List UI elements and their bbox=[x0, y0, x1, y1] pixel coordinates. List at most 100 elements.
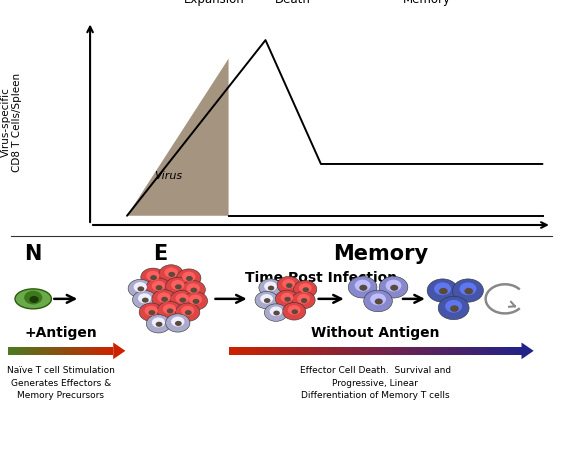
Bar bbox=[513, 347, 516, 355]
Bar bbox=[319, 347, 321, 355]
Bar bbox=[420, 347, 422, 355]
Circle shape bbox=[29, 296, 39, 304]
Bar bbox=[492, 347, 494, 355]
Text: Naïve T cell Stimulation
Generates Effectors &
Memory Precursors: Naïve T cell Stimulation Generates Effec… bbox=[7, 366, 115, 400]
Circle shape bbox=[182, 272, 195, 282]
Circle shape bbox=[364, 290, 392, 312]
Circle shape bbox=[24, 291, 42, 305]
Bar bbox=[369, 347, 372, 355]
Bar bbox=[350, 347, 352, 355]
Bar bbox=[111, 347, 112, 355]
Bar bbox=[473, 347, 475, 355]
Bar bbox=[293, 347, 296, 355]
Bar bbox=[315, 347, 317, 355]
Bar bbox=[50, 347, 51, 355]
Bar bbox=[69, 347, 70, 355]
Bar bbox=[15, 347, 16, 355]
Bar bbox=[346, 347, 348, 355]
Circle shape bbox=[268, 286, 274, 291]
Bar bbox=[406, 347, 409, 355]
Bar bbox=[297, 347, 300, 355]
Bar bbox=[266, 347, 268, 355]
Circle shape bbox=[175, 321, 182, 326]
Bar bbox=[385, 347, 387, 355]
Circle shape bbox=[181, 306, 194, 316]
Circle shape bbox=[438, 297, 469, 320]
Bar bbox=[301, 347, 303, 355]
Bar bbox=[364, 347, 365, 355]
Bar bbox=[282, 347, 284, 355]
Bar bbox=[241, 347, 243, 355]
Bar bbox=[455, 347, 457, 355]
Bar bbox=[305, 347, 307, 355]
Bar bbox=[235, 347, 237, 355]
Bar bbox=[510, 347, 512, 355]
Bar bbox=[247, 347, 249, 355]
Bar bbox=[108, 347, 109, 355]
Circle shape bbox=[348, 277, 377, 299]
Circle shape bbox=[190, 288, 197, 293]
Circle shape bbox=[166, 314, 190, 332]
Bar bbox=[303, 347, 305, 355]
Bar bbox=[414, 347, 416, 355]
Circle shape bbox=[152, 290, 176, 308]
Circle shape bbox=[264, 299, 270, 304]
Bar bbox=[272, 347, 274, 355]
Circle shape bbox=[273, 311, 280, 316]
Bar bbox=[502, 347, 504, 355]
Bar bbox=[79, 347, 80, 355]
Circle shape bbox=[255, 292, 278, 309]
Circle shape bbox=[150, 276, 157, 281]
Bar bbox=[461, 347, 463, 355]
Circle shape bbox=[277, 277, 300, 294]
Bar bbox=[490, 347, 492, 355]
Text: Expansion: Expansion bbox=[184, 0, 245, 6]
Bar bbox=[46, 347, 47, 355]
Bar bbox=[334, 347, 336, 355]
Bar bbox=[500, 347, 502, 355]
Bar bbox=[62, 347, 63, 355]
Bar bbox=[43, 347, 44, 355]
Bar bbox=[18, 347, 19, 355]
Bar bbox=[325, 347, 327, 355]
Bar bbox=[288, 347, 289, 355]
Bar bbox=[9, 347, 10, 355]
Bar bbox=[76, 347, 77, 355]
Circle shape bbox=[427, 279, 458, 303]
Circle shape bbox=[177, 269, 201, 288]
Bar bbox=[437, 347, 440, 355]
Bar bbox=[482, 347, 485, 355]
Bar bbox=[387, 347, 389, 355]
Circle shape bbox=[171, 281, 185, 290]
Bar bbox=[99, 347, 100, 355]
Circle shape bbox=[152, 281, 165, 291]
Circle shape bbox=[297, 295, 310, 304]
Bar bbox=[55, 347, 56, 355]
Bar bbox=[52, 347, 53, 355]
Bar bbox=[444, 347, 445, 355]
Bar bbox=[59, 347, 60, 355]
Text: Memory: Memory bbox=[333, 244, 428, 263]
Bar bbox=[356, 347, 358, 355]
Bar bbox=[300, 347, 301, 355]
Bar bbox=[237, 347, 239, 355]
Circle shape bbox=[189, 295, 202, 305]
Bar bbox=[78, 347, 79, 355]
Circle shape bbox=[146, 271, 160, 281]
Text: E: E bbox=[153, 244, 167, 263]
Circle shape bbox=[139, 304, 163, 322]
Circle shape bbox=[138, 294, 151, 304]
Bar bbox=[391, 347, 393, 355]
Text: N: N bbox=[25, 244, 42, 263]
Bar bbox=[268, 347, 270, 355]
FancyArrow shape bbox=[521, 343, 534, 359]
Text: Time Post Infection: Time Post Infection bbox=[245, 270, 397, 284]
Bar bbox=[40, 347, 41, 355]
Bar bbox=[75, 347, 76, 355]
Circle shape bbox=[156, 322, 163, 327]
Bar bbox=[12, 347, 14, 355]
Bar bbox=[508, 347, 510, 355]
Bar bbox=[19, 347, 20, 355]
Bar bbox=[342, 347, 344, 355]
Circle shape bbox=[275, 290, 298, 308]
